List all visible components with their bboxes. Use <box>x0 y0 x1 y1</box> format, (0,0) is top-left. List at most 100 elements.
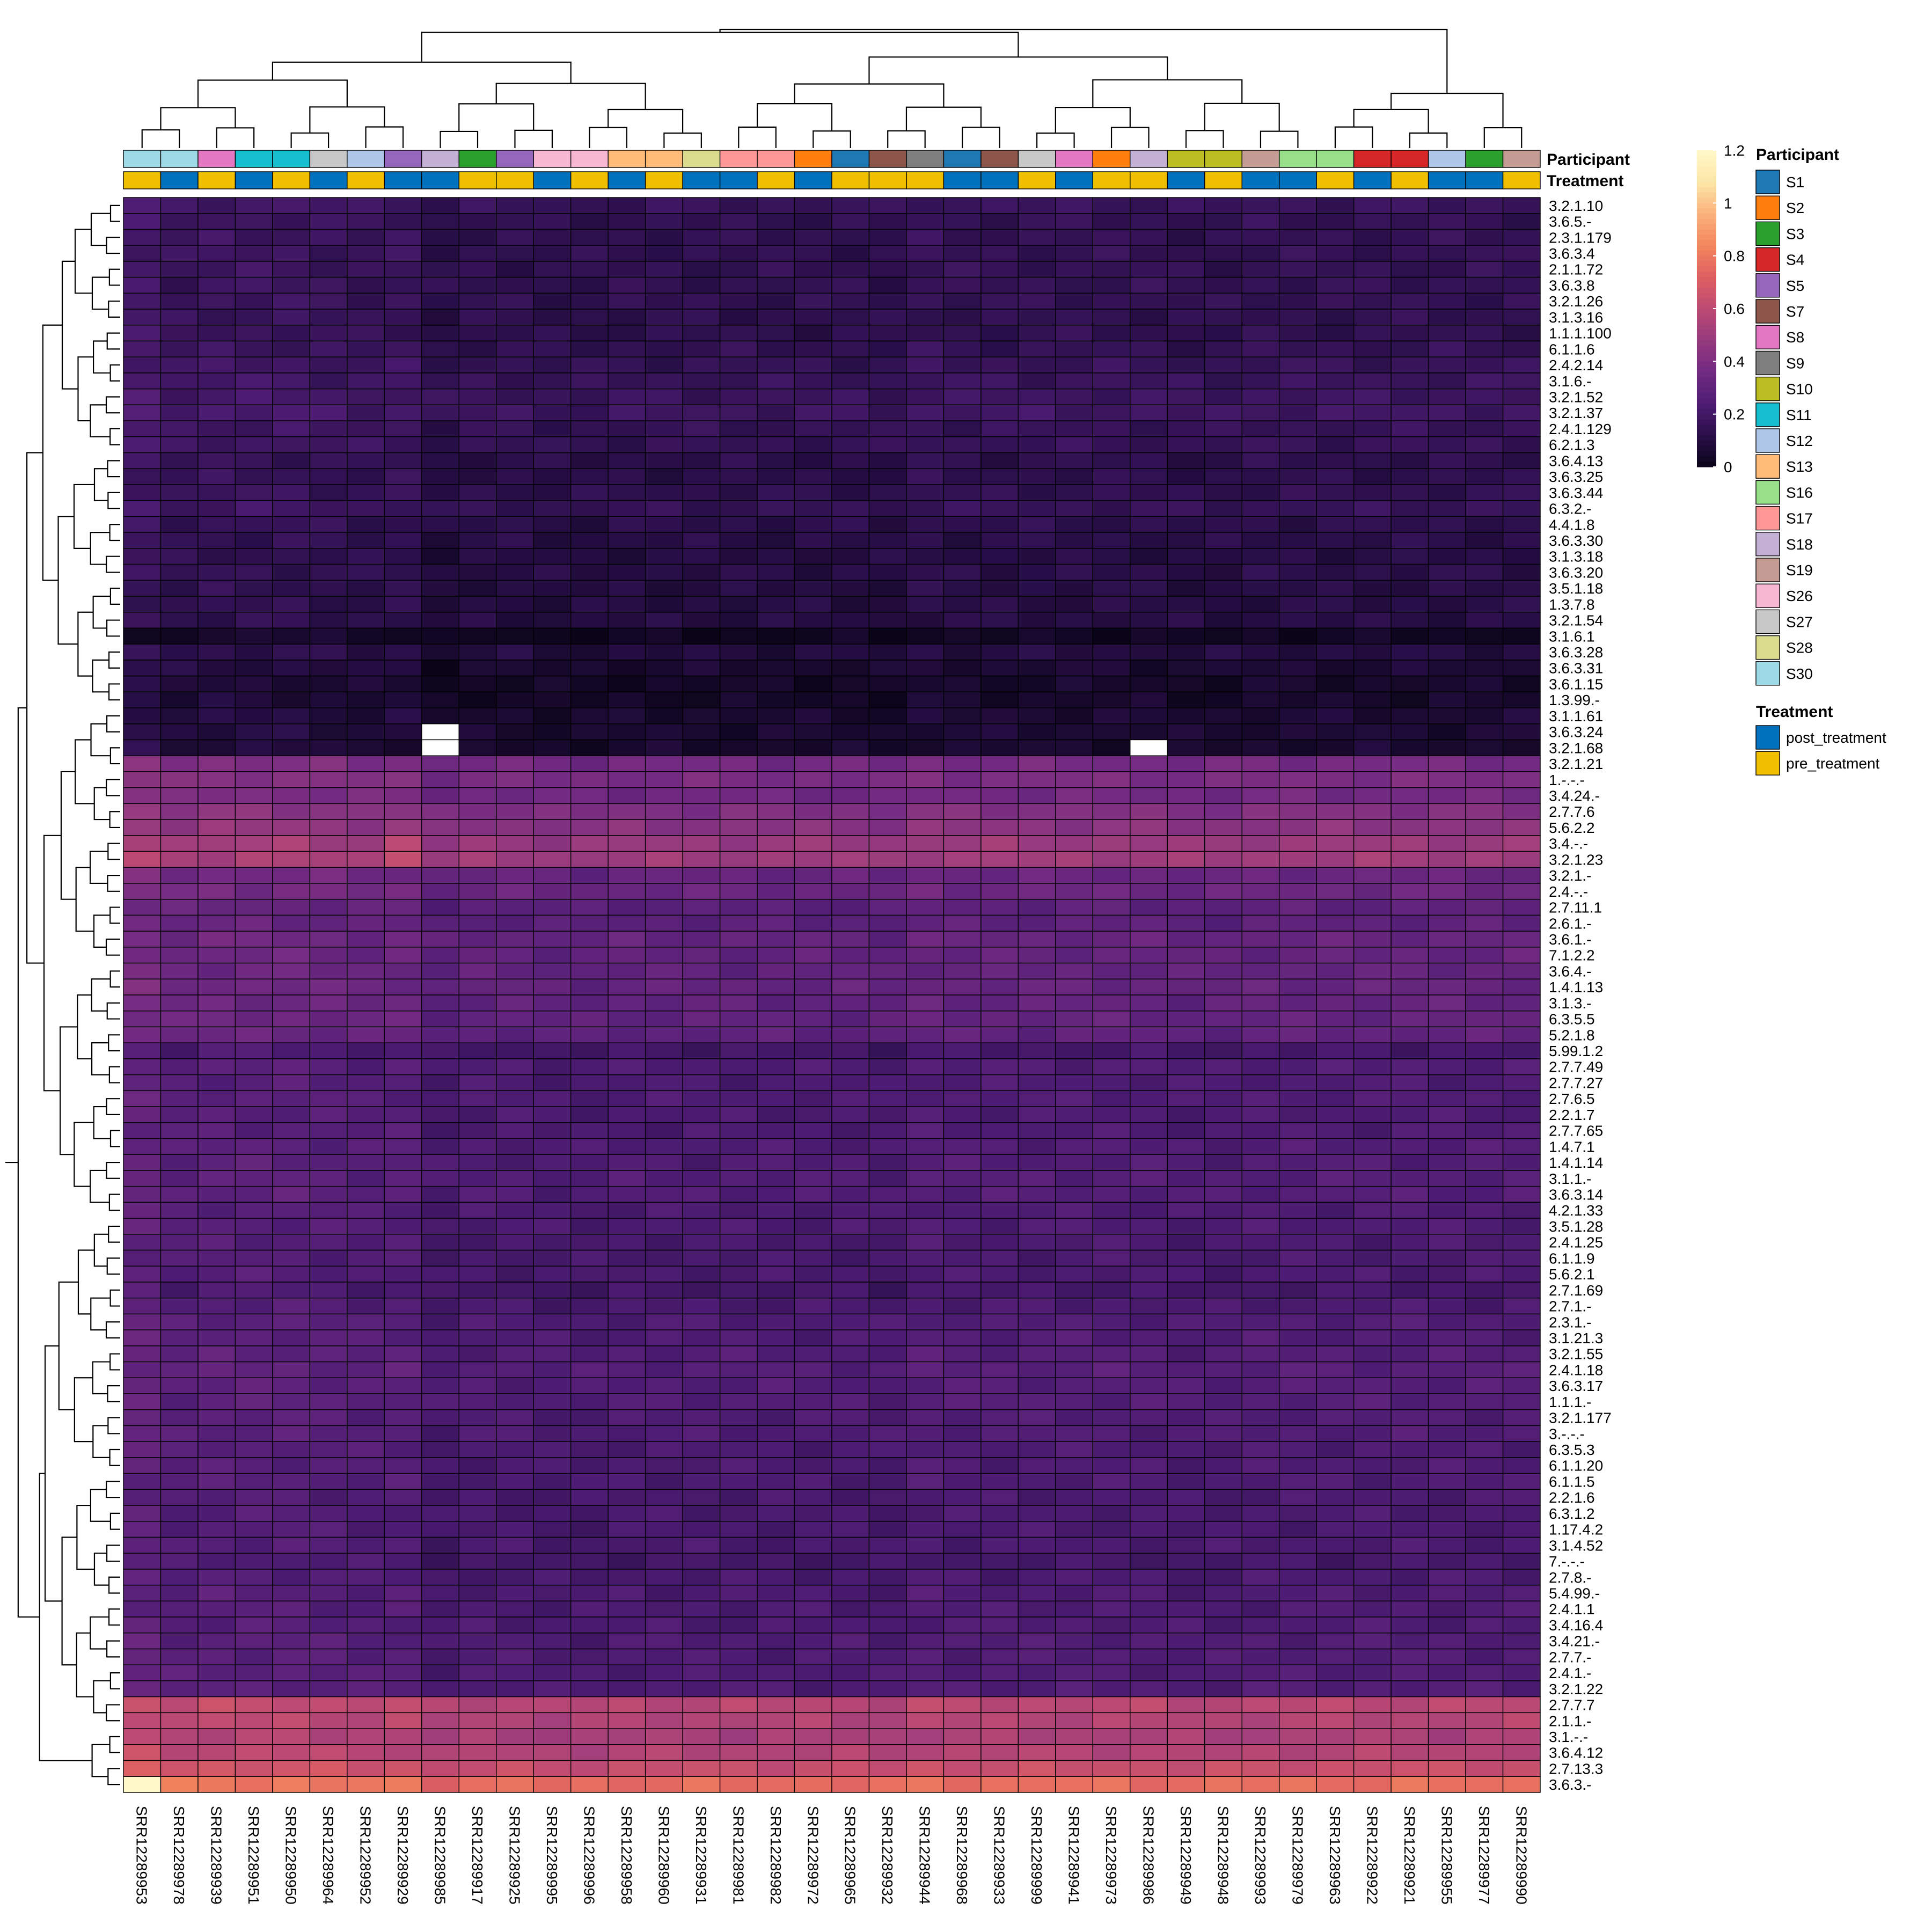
heatmap-cell <box>794 356 832 374</box>
heatmap-cell <box>197 436 236 453</box>
heatmap-cell <box>458 388 497 406</box>
heatmap-cell <box>1241 1664 1280 1681</box>
heatmap-cell <box>1018 707 1056 724</box>
heatmap-cell <box>906 1185 945 1203</box>
heatmap-cell <box>1316 276 1355 294</box>
heatmap-cell <box>309 962 348 979</box>
heatmap-cell <box>906 580 945 597</box>
heatmap-cell <box>1502 1042 1541 1059</box>
heatmap-cell <box>1502 707 1541 724</box>
participant-legend-swatch <box>1755 428 1780 453</box>
heatmap-cell <box>496 835 534 852</box>
heatmap-cell <box>1353 1600 1392 1618</box>
heatmap-cell <box>1465 1664 1504 1681</box>
heatmap-cell <box>757 1425 795 1442</box>
heatmap-cell <box>347 1553 385 1570</box>
heatmap-cell <box>1204 197 1242 214</box>
heatmap-cell <box>1428 325 1466 342</box>
heatmap-cell <box>1204 1329 1242 1346</box>
heatmap-cell <box>1502 803 1541 820</box>
heatmap-cell <box>682 1505 721 1522</box>
heatmap-cell <box>906 867 945 884</box>
heatmap-cell <box>1092 707 1131 724</box>
heatmap-cell <box>1502 1457 1541 1474</box>
heatmap-cell <box>1278 660 1317 677</box>
heatmap-cell <box>719 548 758 565</box>
heatmap-cell <box>1204 947 1242 964</box>
heatmap-cell <box>1055 1313 1094 1330</box>
heatmap-cell <box>831 1409 870 1426</box>
heatmap-cell <box>831 1234 870 1251</box>
heatmap-cell <box>123 835 162 852</box>
heatmap-cell <box>1353 755 1392 772</box>
heatmap-cell <box>1353 340 1392 357</box>
heatmap-cell <box>1502 627 1541 645</box>
heatmap-cell <box>347 325 385 342</box>
row-label: 3.2.1.177 <box>1549 1410 1612 1426</box>
heatmap-cell <box>645 1409 683 1426</box>
heatmap-cell <box>570 1505 609 1522</box>
heatmap-cell <box>197 1026 236 1043</box>
heatmap-cell <box>1465 1106 1504 1123</box>
heatmap-cell <box>347 276 385 294</box>
heatmap-cell <box>533 1234 572 1251</box>
heatmap-cell <box>272 1297 311 1315</box>
heatmap-cell <box>794 1218 832 1235</box>
heatmap-cell <box>1316 1377 1355 1394</box>
heatmap-cell <box>645 1744 683 1761</box>
participant-annotation-cell <box>272 150 311 168</box>
heatmap-cell <box>458 1489 497 1506</box>
heatmap-cell <box>1055 500 1094 517</box>
heatmap-cell <box>272 1313 311 1330</box>
heatmap-cell <box>160 532 199 549</box>
heatmap-cell <box>160 612 199 629</box>
heatmap-cell <box>272 691 311 708</box>
heatmap-cell <box>1278 1011 1317 1028</box>
participant-annotation-cell <box>868 150 907 168</box>
heatmap-cell <box>1428 947 1466 964</box>
heatmap-cell <box>197 1473 236 1490</box>
heatmap-cell <box>533 1026 572 1043</box>
heatmap-cell <box>794 516 832 533</box>
heatmap-cell <box>645 468 683 485</box>
heatmap-cell <box>533 1106 572 1123</box>
heatmap-cell <box>1241 835 1280 852</box>
heatmap-cell <box>645 484 683 501</box>
heatmap-cell <box>1018 213 1056 230</box>
heatmap-cell <box>757 261 795 278</box>
heatmap-cell <box>1391 1696 1429 1714</box>
heatmap-cell <box>197 1536 236 1554</box>
heatmap-cell <box>1130 229 1168 246</box>
row-label: 6.3.2.- <box>1549 501 1591 517</box>
heatmap-cell <box>1055 643 1094 661</box>
heatmap-cell <box>384 1760 422 1777</box>
heatmap-cell <box>1465 548 1504 565</box>
heatmap-cell <box>1130 1600 1168 1618</box>
heatmap-cell <box>1428 931 1466 948</box>
heatmap-cell <box>757 739 795 756</box>
row-label: 2.7.7.27 <box>1549 1074 1603 1091</box>
heatmap-cell <box>384 883 422 900</box>
heatmap-cell <box>160 1297 199 1315</box>
heatmap-cell <box>1428 867 1466 884</box>
heatmap-cell <box>347 1521 385 1538</box>
heatmap-cell <box>1241 532 1280 549</box>
heatmap-cell <box>1130 627 1168 645</box>
heatmap-cell <box>1130 867 1168 884</box>
heatmap-cell <box>868 1106 907 1123</box>
heatmap-cell <box>235 420 273 437</box>
heatmap-cell <box>347 978 385 996</box>
heatmap-cell <box>123 883 162 900</box>
heatmap-cell <box>1502 261 1541 278</box>
heatmap-cell <box>570 548 609 565</box>
heatmap-cell <box>719 739 758 756</box>
heatmap-cell <box>906 1282 945 1299</box>
heatmap-cell <box>719 372 758 390</box>
heatmap-cell <box>1353 1409 1392 1426</box>
heatmap-cell <box>1465 1074 1504 1092</box>
heatmap-cell <box>906 898 945 916</box>
heatmap-cell <box>533 1361 572 1378</box>
heatmap-cell <box>868 1521 907 1538</box>
heatmap-cell <box>980 372 1019 390</box>
heatmap-cell <box>570 500 609 517</box>
